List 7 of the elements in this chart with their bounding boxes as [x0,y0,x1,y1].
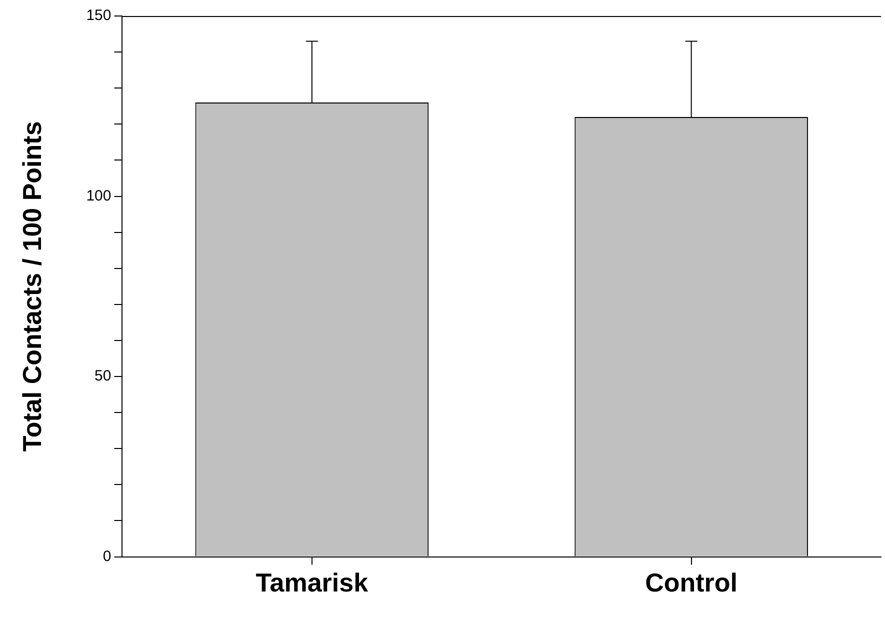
y-tick-label: 150 [86,7,112,24]
y-tick-label: 100 [86,187,112,204]
y-axis-title: Total Contacts / 100 Points [16,121,47,452]
y-tick-label: 0 [102,548,112,565]
y-tick-label: 50 [94,368,112,385]
x-tick-label: Control [645,568,738,598]
x-tick-label: Tamarisk [256,568,369,598]
